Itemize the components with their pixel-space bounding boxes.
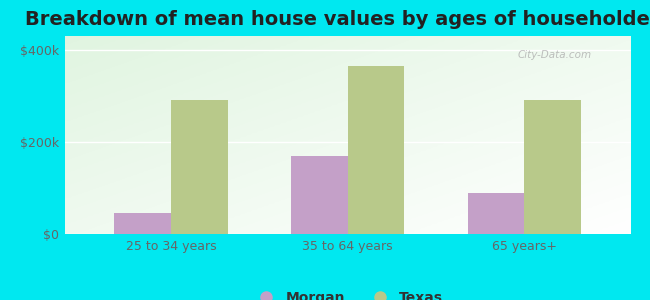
- Bar: [348, 66, 404, 234]
- Bar: [291, 156, 348, 234]
- Bar: [468, 193, 525, 234]
- Text: City-Data.com: City-Data.com: [517, 50, 592, 60]
- Bar: [114, 213, 171, 234]
- Title: Breakdown of mean house values by ages of householders: Breakdown of mean house values by ages o…: [25, 10, 650, 29]
- Bar: [171, 100, 228, 234]
- Legend: Morgan, Texas: Morgan, Texas: [247, 285, 448, 300]
- Bar: [525, 100, 581, 234]
